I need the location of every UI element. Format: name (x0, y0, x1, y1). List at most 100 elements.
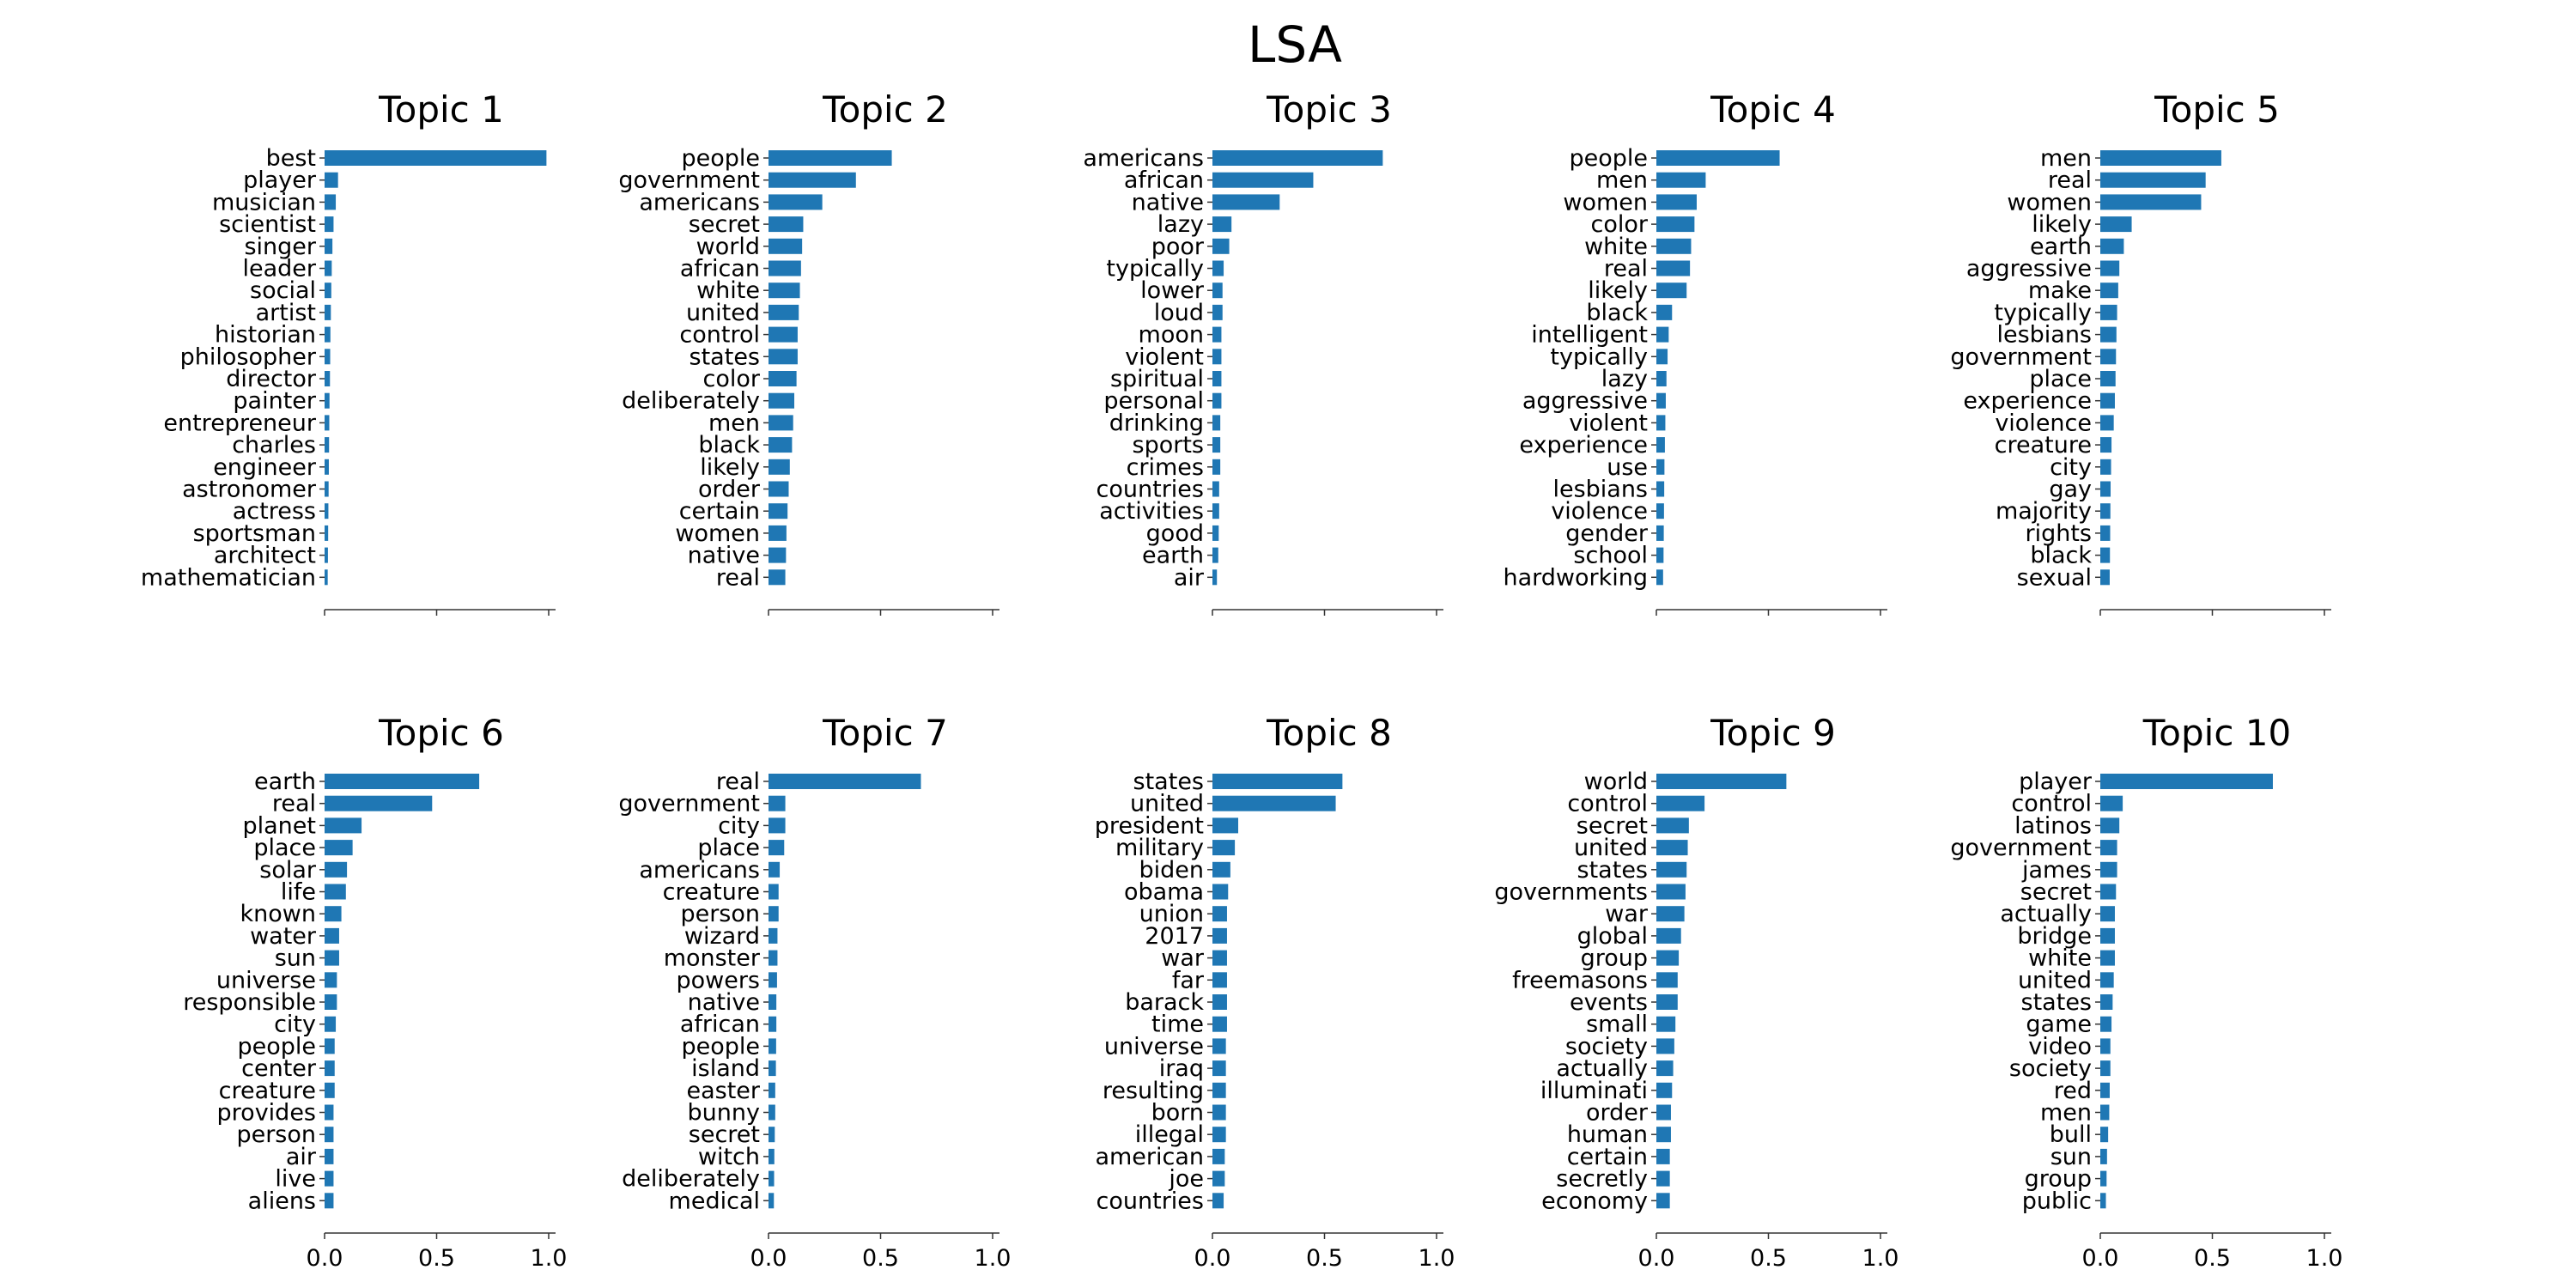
bar (1212, 194, 1280, 210)
word-label: scientist (219, 211, 316, 238)
bar (2100, 437, 2112, 453)
word-label: lazy (1157, 211, 1204, 238)
word-label: medical (669, 1188, 760, 1214)
bar (1656, 774, 1787, 789)
word-label: people (1569, 145, 1648, 172)
word-label: people (681, 1033, 760, 1060)
word-label: actually (1556, 1055, 1648, 1082)
word-label: violence (1551, 498, 1648, 525)
word-label: james (2021, 857, 2092, 884)
word-label: people (681, 145, 760, 172)
word-label: likely (2032, 211, 2092, 238)
bar (325, 415, 330, 431)
word-label: historian (215, 322, 316, 349)
word-label: born (1151, 1100, 1204, 1127)
figure-title: LSA (1248, 15, 1342, 74)
bar (1656, 1148, 1670, 1164)
bar (2100, 1127, 2109, 1143)
bar (769, 840, 785, 856)
topic-panel-10: Topic 10 playercontrollatinosgovernmentja… (1950, 712, 2342, 1272)
bar (2100, 194, 2202, 210)
word-label: real (716, 769, 760, 795)
word-label: illuminati (1540, 1078, 1648, 1104)
word-label: government (618, 167, 760, 194)
word-label: live (275, 1166, 316, 1193)
word-label: violent (1569, 410, 1648, 436)
word-label: sportsman (193, 520, 316, 547)
bar (325, 906, 342, 922)
word-label: water (250, 923, 317, 950)
x-tick-label: 1.0 (975, 1245, 1012, 1272)
x-tick-label: 1.0 (531, 1245, 568, 1272)
word-label: earth (254, 769, 316, 795)
word-label: control (2011, 791, 2092, 817)
bar (1656, 817, 1689, 834)
word-label: poor (1151, 234, 1205, 260)
word-label: violence (1995, 410, 2092, 436)
word-label: director (226, 366, 317, 392)
bar (325, 216, 334, 233)
bar (1212, 950, 1227, 966)
bar (325, 459, 329, 475)
word-label: gay (2049, 477, 2092, 503)
bar (2100, 1060, 2111, 1077)
bar (769, 927, 778, 944)
bar (769, 861, 781, 878)
bar (325, 795, 433, 811)
word-label: public (2022, 1188, 2092, 1214)
bar (325, 437, 330, 453)
word-label: real (272, 791, 316, 817)
word-label: personal (1103, 388, 1204, 415)
bar (1212, 216, 1232, 233)
bar (1212, 437, 1221, 453)
word-label: experience (1963, 388, 2092, 415)
bar (1212, 861, 1230, 878)
bar (325, 1170, 334, 1187)
word-label: illegal (1135, 1121, 1204, 1148)
word-label: city (2050, 454, 2092, 481)
word-label: union (1139, 901, 1204, 927)
bar (2100, 774, 2273, 789)
word-label: economy (1541, 1188, 1648, 1214)
bar (1212, 459, 1221, 475)
bar (1656, 547, 1664, 563)
word-label: game (2026, 1012, 2092, 1038)
bar (769, 884, 779, 900)
bar (325, 304, 331, 320)
bar (2100, 172, 2206, 188)
bar (1656, 1060, 1674, 1077)
bar (325, 238, 333, 254)
bar (769, 392, 795, 409)
topic-panel-9: Topic 9 worldcontrolsecretunitedstatesgov… (1494, 712, 1899, 1272)
x-tick-label: 0.0 (307, 1245, 343, 1272)
word-label: real (1604, 256, 1648, 283)
bar (1656, 884, 1686, 900)
bar (325, 392, 330, 409)
word-label: sexual (2017, 564, 2092, 591)
panel-title: Topic 9 (1710, 712, 1836, 754)
panel-title: Topic 4 (1710, 88, 1836, 131)
bar (325, 1060, 335, 1077)
word-label: lower (1140, 277, 1205, 304)
topic-panel-7: Topic 7 realgovernmentcityplaceamericansc… (618, 712, 1011, 1272)
word-label: typically (1994, 300, 2092, 326)
word-label: secret (2020, 879, 2092, 906)
word-label: countries (1097, 1188, 1204, 1214)
word-label: musician (212, 189, 316, 216)
word-label: planet (243, 812, 317, 839)
word-label: native (688, 543, 760, 569)
word-label: war (1161, 945, 1205, 972)
word-label: player (243, 167, 317, 194)
word-label: african (680, 256, 760, 283)
word-label: bunny (688, 1100, 760, 1127)
word-label: loud (1154, 300, 1204, 326)
panel-title: Topic 8 (1266, 712, 1392, 754)
word-label: biden (1139, 857, 1204, 884)
bar (1212, 172, 1314, 188)
bar (325, 1104, 334, 1121)
bar (1656, 950, 1680, 966)
word-label: secretly (1556, 1166, 1648, 1193)
x-tick-label: 0.0 (1194, 1245, 1231, 1272)
word-label: order (698, 477, 761, 503)
bar (769, 795, 786, 811)
